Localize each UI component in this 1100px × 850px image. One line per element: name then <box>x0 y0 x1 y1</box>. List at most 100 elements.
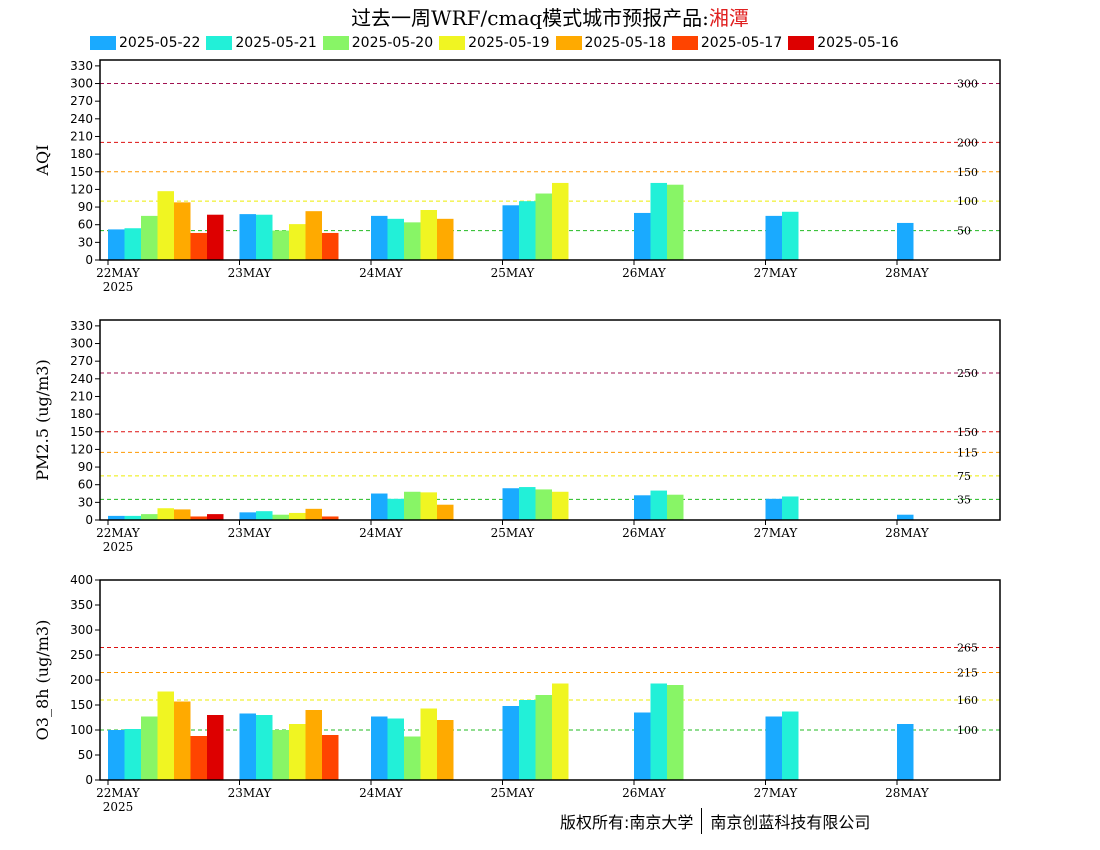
x-year-label: 2025 <box>103 540 134 554</box>
bar <box>256 715 273 780</box>
bar <box>765 215 782 260</box>
bar <box>387 718 404 780</box>
bar <box>371 215 388 260</box>
bar <box>519 700 536 780</box>
x-tick-label: 25MAY <box>491 786 536 800</box>
bar <box>897 514 914 520</box>
x-tick-label: 28MAY <box>885 266 930 280</box>
bar <box>765 498 782 520</box>
y-tick-label: 210 <box>70 389 93 403</box>
x-tick-label: 26MAY <box>622 266 667 280</box>
threshold-label: 150 <box>957 166 978 179</box>
bar <box>437 504 454 520</box>
y-tick-label: 90 <box>78 460 93 474</box>
legend-item: 2025-05-20 <box>322 35 433 51</box>
threshold-label: 150 <box>957 426 978 439</box>
bar <box>650 683 667 780</box>
bar <box>322 735 339 780</box>
legend-label: 2025-05-18 <box>584 35 666 51</box>
chart-panel: 35 75 115 150 250 0 30 60 90 120 150 180 210 240 270 30… <box>33 319 1001 554</box>
y-tick-label: 150 <box>70 165 93 179</box>
threshold-label: 160 <box>957 694 978 707</box>
bar <box>239 214 256 260</box>
y-tick-label: 200 <box>70 673 93 687</box>
title-city: 湘潭 <box>708 6 749 30</box>
bar <box>502 706 519 780</box>
y-tick-label: 300 <box>70 623 93 637</box>
legend-swatch <box>322 36 349 50</box>
bar <box>667 685 684 780</box>
bar <box>667 184 684 260</box>
x-tick-label: 23MAY <box>228 786 273 800</box>
bar <box>174 701 191 780</box>
legend-label: 2025-05-21 <box>235 35 317 51</box>
bar <box>387 218 404 260</box>
x-tick-label: 24MAY <box>359 266 404 280</box>
y-tick-label: 210 <box>70 129 93 143</box>
legend-label: 2025-05-19 <box>468 35 550 51</box>
bar <box>256 214 273 260</box>
y-tick-label: 150 <box>70 425 93 439</box>
bar <box>371 493 388 520</box>
legend-swatch <box>206 36 233 50</box>
y-tick-label: 30 <box>78 235 93 249</box>
plot-frame <box>99 319 1001 521</box>
x-tick-label: 26MAY <box>622 526 667 540</box>
bar <box>305 211 322 260</box>
y-tick-label: 180 <box>70 147 93 161</box>
legend-label: 2025-05-22 <box>119 35 201 51</box>
bar <box>634 495 651 520</box>
bar <box>207 214 224 260</box>
x-tick-label: 23MAY <box>228 266 273 280</box>
y-tick-label: 180 <box>70 407 93 421</box>
threshold-label: 35 <box>957 493 971 506</box>
chart-title: 过去一周WRF/cmaq模式城市预报产品:湘潭 <box>0 2 1100 31</box>
y-axis-label: AQI <box>33 145 52 177</box>
threshold-label: 100 <box>957 195 978 208</box>
y-tick-label: 330 <box>70 59 93 73</box>
bar <box>650 182 667 260</box>
y-tick-label: 270 <box>70 94 93 108</box>
bar <box>502 488 519 520</box>
y-axis-label: PM2.5 (ug/m3) <box>33 359 52 480</box>
threshold-label: 250 <box>957 367 978 380</box>
bar <box>634 712 651 780</box>
bar <box>650 490 667 520</box>
bar <box>289 724 306 780</box>
bar <box>272 730 289 780</box>
y-tick-label: 120 <box>70 182 93 196</box>
bar <box>108 730 125 780</box>
bar <box>404 491 421 520</box>
bar <box>305 508 322 520</box>
y-tick-label: 30 <box>78 495 93 509</box>
legend-item: 2025-05-19 <box>439 35 550 51</box>
bar <box>552 491 569 520</box>
copyright-owner: 版权所有:南京大学 <box>560 813 694 832</box>
x-year-label: 2025 <box>103 280 134 294</box>
legend-item: 2025-05-16 <box>788 35 899 51</box>
bar <box>174 509 191 520</box>
bar <box>124 729 141 780</box>
threshold-label: 300 <box>957 78 978 91</box>
threshold-label: 215 <box>957 667 978 680</box>
bar <box>765 716 782 780</box>
bar <box>124 228 141 260</box>
bar <box>420 708 437 780</box>
bar <box>897 222 914 260</box>
y-tick-label: 0 <box>85 513 93 527</box>
threshold-label: 100 <box>957 724 978 737</box>
legend: 2025-05-22 2025-05-21 2025-05-20 2025-05-19… <box>90 34 905 52</box>
legend-swatch <box>90 36 116 50</box>
y-tick-label: 240 <box>70 372 93 386</box>
bar <box>634 212 651 260</box>
y-tick-label: 240 <box>70 112 93 126</box>
bar <box>322 232 339 260</box>
y-tick-label: 50 <box>78 748 93 762</box>
legend-item: 2025-05-18 <box>555 35 666 51</box>
y-tick-label: 90 <box>78 200 93 214</box>
bar <box>502 205 519 260</box>
bar <box>420 210 437 260</box>
threshold-label: 75 <box>957 470 971 483</box>
bar <box>782 711 799 780</box>
